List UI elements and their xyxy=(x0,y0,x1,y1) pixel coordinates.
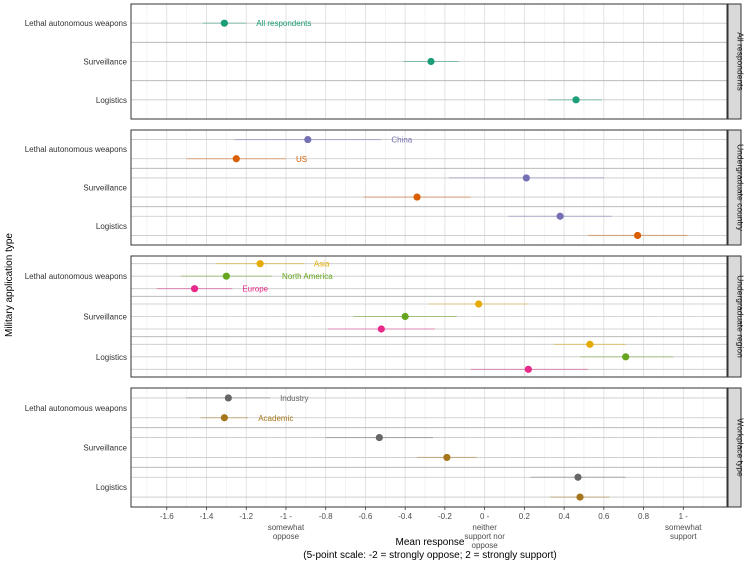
x-tick-label: 0.2 xyxy=(519,512,531,521)
facet-strip-label: All respondents xyxy=(736,32,746,91)
series-asia: Asia xyxy=(216,260,626,348)
x-tick-label: 0 - xyxy=(480,512,490,521)
series-us: US xyxy=(186,155,688,240)
category-label-surveillance: Surveillance xyxy=(83,313,127,322)
x-tick-label: 0.4 xyxy=(559,512,571,521)
data-point xyxy=(572,96,580,104)
x-tick-sublabel: somewhat xyxy=(665,523,702,532)
panel-border xyxy=(130,255,728,378)
x-tick-label: -0.6 xyxy=(359,512,373,521)
data-point xyxy=(304,135,312,144)
data-point xyxy=(574,473,582,481)
data-point xyxy=(224,394,232,402)
facet-strip xyxy=(727,255,742,378)
category-label-surveillance: Surveillance xyxy=(83,184,127,193)
panel-all-respondents: Lethal autonomous weapons Surveillance Log… xyxy=(25,3,746,120)
data-point xyxy=(222,272,230,280)
x-tick-label: 0.8 xyxy=(638,512,650,521)
x-axis-subtitle: (5-point scale: -2 = strongly oppose; 2 … xyxy=(303,550,556,561)
category-label-surveillance: Surveillance xyxy=(83,58,127,67)
x-tick-label: -1.6 xyxy=(160,512,174,521)
x-tick-label: -0.4 xyxy=(398,512,412,521)
data-point xyxy=(634,231,642,240)
facet-strip xyxy=(727,3,742,120)
panel-border xyxy=(130,129,728,246)
panel-undergraduate-country: Lethal autonomous weapons Surveillance Log… xyxy=(25,129,746,246)
data-point xyxy=(443,453,451,462)
chart-panels: Lethal autonomous weapons Surveillance Log… xyxy=(25,3,746,508)
data-point xyxy=(556,212,564,220)
series-label: China xyxy=(391,136,412,145)
data-point xyxy=(401,312,409,321)
panel-workplace-type: Lethal autonomous weapons Surveillance Log… xyxy=(25,387,746,508)
x-tick-label: -0.2 xyxy=(438,512,452,521)
series-label: All respondents xyxy=(256,19,311,28)
data-point xyxy=(190,285,199,293)
series-north-america: North America xyxy=(180,272,674,361)
facet-strip-label: Workplace type xyxy=(736,418,746,477)
category-label-logistics: Logistics xyxy=(96,96,127,105)
x-axis-title: Mean response xyxy=(396,537,465,548)
data-point xyxy=(622,353,630,361)
series-label: Asia xyxy=(314,260,330,269)
series-label: North America xyxy=(282,272,333,281)
category-label-logistics: Logistics xyxy=(96,353,127,362)
series-europe: Europe xyxy=(156,285,588,373)
x-tick-sublabel: oppose xyxy=(273,532,300,541)
panel-undergraduate-region: Lethal autonomous weapons Surveillance Log… xyxy=(25,255,746,378)
data-point xyxy=(256,260,264,268)
x-tick-sublabel: oppose xyxy=(472,541,499,550)
panel-border xyxy=(130,387,728,508)
x-tick-sublabel: support nor xyxy=(464,532,505,541)
x-tick-label: -0.8 xyxy=(319,512,333,521)
panel-background xyxy=(131,130,727,245)
category-label-lethal-autonomous-weapons: Lethal autonomous weapons xyxy=(25,19,127,28)
data-point xyxy=(586,340,594,348)
x-tick-label: -1.2 xyxy=(239,512,253,521)
panel-background xyxy=(131,388,727,507)
x-tick-sublabel: support xyxy=(670,532,697,541)
data-point xyxy=(377,325,385,333)
data-point xyxy=(220,414,228,422)
x-tick-label: -1.4 xyxy=(200,512,214,521)
category-label-lethal-autonomous-weapons: Lethal autonomous weapons xyxy=(25,145,127,154)
x-tick-label: 1 - xyxy=(679,512,689,521)
series-industry: Industry xyxy=(186,394,626,481)
category-label-logistics: Logistics xyxy=(96,222,127,231)
series-all-respondents: All respondents xyxy=(202,19,602,104)
data-point xyxy=(232,155,240,163)
data-point xyxy=(220,19,228,27)
data-point xyxy=(576,493,584,501)
series-label: US xyxy=(296,155,307,164)
panel-border xyxy=(130,3,728,120)
data-point xyxy=(524,365,532,373)
data-point xyxy=(427,57,435,66)
series-label: Europe xyxy=(242,285,268,294)
facet-strip xyxy=(727,387,742,508)
facet-strip xyxy=(727,129,742,246)
category-label-logistics: Logistics xyxy=(96,483,127,492)
facet-strip-label: Undergraduate region xyxy=(736,275,746,358)
series-academic: Academic xyxy=(200,414,610,501)
series-label: Academic xyxy=(258,414,293,423)
data-point xyxy=(413,193,421,201)
series-china: China xyxy=(234,135,612,220)
x-tick-label: 0.6 xyxy=(598,512,610,521)
series-label: Industry xyxy=(280,394,308,403)
x-tick-label: -1 - xyxy=(280,512,292,521)
category-label-lethal-autonomous-weapons: Lethal autonomous weapons xyxy=(25,404,127,413)
x-tick-sublabel: somewhat xyxy=(268,523,305,532)
category-label-lethal-autonomous-weapons: Lethal autonomous weapons xyxy=(25,272,127,281)
category-label-surveillance: Surveillance xyxy=(83,444,127,453)
data-point xyxy=(375,433,383,442)
facet-strip-label: Undergraduate country xyxy=(736,144,746,232)
x-tick-sublabel: neither xyxy=(472,523,497,532)
data-point xyxy=(522,174,530,182)
y-axis-title: Military application type xyxy=(4,233,15,337)
data-point xyxy=(475,300,483,308)
